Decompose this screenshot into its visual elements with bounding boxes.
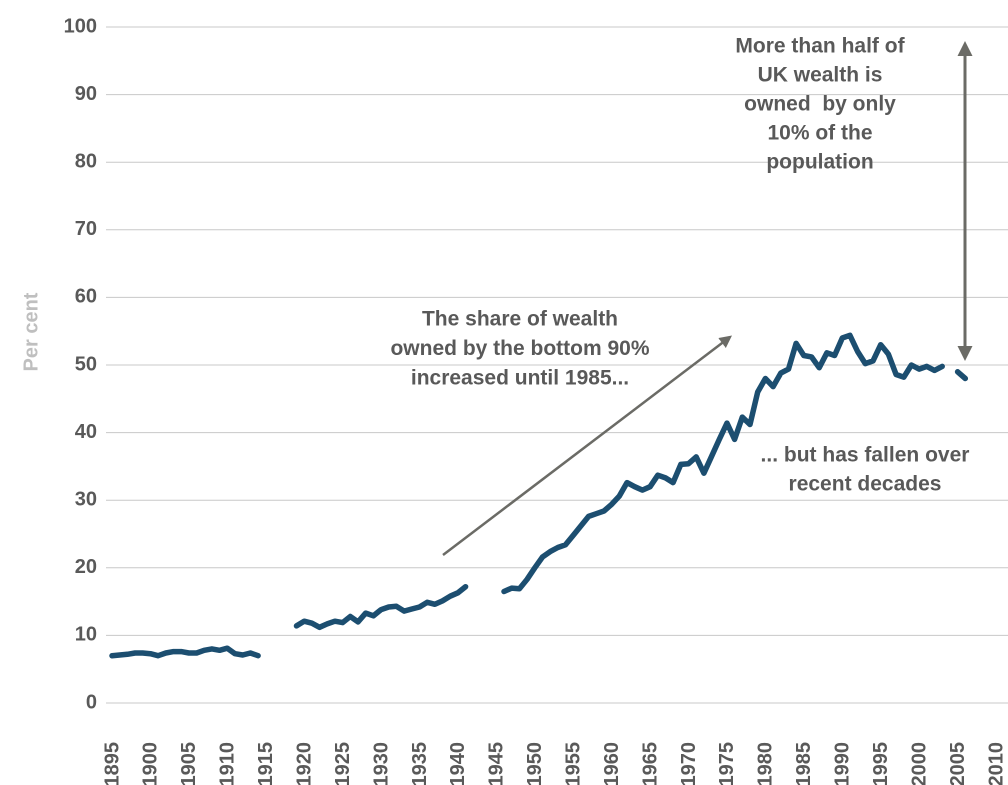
annotation: ... but has fallen over bbox=[761, 444, 970, 467]
x-tick-label: 1905 bbox=[178, 742, 200, 785]
annotation: 10% of the bbox=[767, 122, 872, 145]
x-tick-label: 1980 bbox=[755, 742, 777, 785]
x-tick-label: 1945 bbox=[486, 742, 508, 785]
annotation: UK wealth is bbox=[758, 64, 883, 87]
x-tick-label: 1950 bbox=[524, 742, 546, 785]
y-tick-label: 30 bbox=[75, 488, 97, 510]
annotation: owned by the bottom 90% bbox=[390, 337, 649, 360]
x-tick-label: 1965 bbox=[639, 742, 661, 785]
x-tick-label: 2010 bbox=[985, 742, 1007, 785]
x-tick-label: 1995 bbox=[870, 742, 892, 785]
annotation: More than half of bbox=[735, 35, 905, 58]
x-tick-label: 1925 bbox=[332, 742, 354, 785]
x-tick-label: 1955 bbox=[562, 742, 584, 785]
annotation: recent decades bbox=[789, 473, 942, 496]
y-tick-label: 40 bbox=[75, 421, 97, 443]
plot bbox=[109, 332, 969, 659]
y-tick-label: 80 bbox=[75, 150, 97, 172]
annotation: increased until 1985... bbox=[411, 367, 629, 390]
x-tick-label: 1935 bbox=[409, 742, 431, 785]
x-tick-label: 1895 bbox=[101, 742, 123, 785]
annotation: The share of wealth bbox=[422, 308, 618, 331]
x-tick-label: 2000 bbox=[908, 742, 930, 785]
x-tick-label: 1915 bbox=[255, 742, 277, 785]
arrow bbox=[442, 335, 732, 556]
x-tick-label: 1970 bbox=[678, 742, 700, 785]
x-tick-label: 1900 bbox=[140, 742, 162, 785]
annotation: population bbox=[766, 151, 873, 174]
y-tick-label: 0 bbox=[86, 691, 97, 713]
annotation: owned by only bbox=[744, 93, 896, 116]
x-tick-label: 1940 bbox=[447, 742, 469, 785]
x-tick-label: 1920 bbox=[293, 742, 315, 785]
y-tick-label: 50 bbox=[75, 353, 97, 375]
y-tick-label: 70 bbox=[75, 218, 97, 240]
x-tick-label: 1985 bbox=[793, 742, 815, 785]
y-tick-label: 20 bbox=[75, 556, 97, 578]
x-tick-label: 1975 bbox=[716, 742, 738, 785]
grid bbox=[106, 26, 1008, 704]
x-tick-label: 1960 bbox=[601, 742, 623, 785]
y-tick-label: 10 bbox=[75, 624, 97, 646]
y-axis-label: Per cent bbox=[20, 292, 42, 371]
y-tick-label: 90 bbox=[75, 83, 97, 105]
y-tick-label: 60 bbox=[75, 286, 97, 308]
x-tick-label: 1910 bbox=[217, 742, 239, 785]
y-tick-label: 100 bbox=[64, 15, 97, 37]
x-tick-label: 2005 bbox=[947, 742, 969, 785]
data-line bbox=[109, 332, 969, 659]
x-tick-label: 1990 bbox=[832, 742, 854, 785]
x-tick-label: 1930 bbox=[370, 742, 392, 785]
